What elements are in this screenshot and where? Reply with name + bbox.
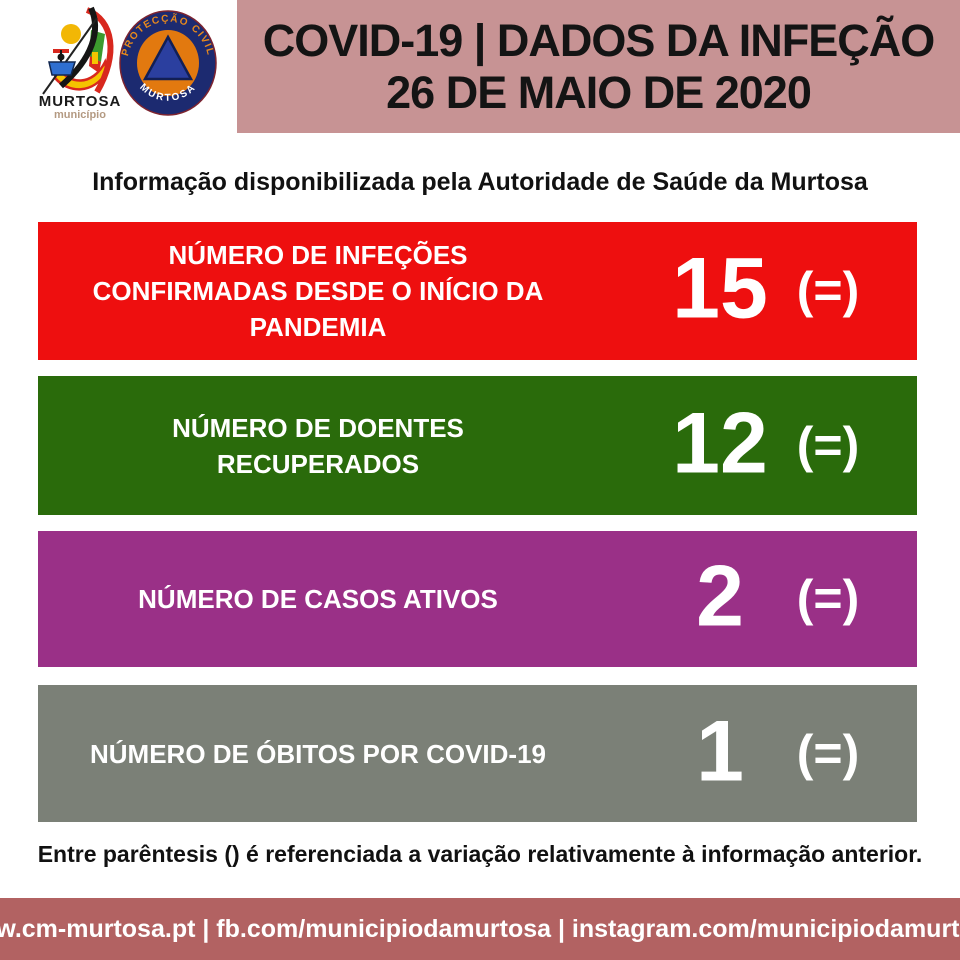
page-title-line2: 26 DE MAIO DE 2020 [386, 66, 812, 118]
footer-links-text: www.cm-murtosa.pt | fb.com/municipiodamu… [0, 914, 960, 943]
page-title-line1: COVID-19 | DADOS DA INFEÇÃO [262, 14, 935, 66]
stat-label: NÚMERO DE CASOS ATIVOS [138, 584, 498, 614]
stat-label: NÚMERO DE INFEÇÕES CONFIRMADAS DESDE O I… [92, 240, 544, 342]
moliceiro-boat-icon [42, 6, 114, 95]
variation-note: Entre parêntesis () é referenciada a var… [37, 841, 923, 867]
header-band: COVID-19 | DADOS DA INFEÇÃO 26 DE MAIO D… [237, 0, 960, 133]
stat-delta: (=) [796, 570, 860, 626]
stat-bar-active-cases: NÚMERO DE CASOS ATIVOS 2 (=) [38, 531, 917, 667]
stat-value: 1 [696, 702, 744, 799]
murtosa-logo-subword: município [54, 109, 106, 121]
murtosa-municipality-logo: MURTOSA município [32, 6, 128, 121]
stat-delta: (=) [796, 724, 860, 781]
stat-value: 12 [672, 394, 768, 491]
stat-bar-covid-deaths: NÚMERO DE ÓBITOS POR COVID-19 1 (=) [38, 685, 917, 822]
stat-delta: (=) [796, 416, 860, 473]
stat-label: NÚMERO DE ÓBITOS POR COVID-19 [89, 738, 547, 769]
stat-delta: (=) [796, 262, 860, 318]
stat-bar-confirmed-infections: NÚMERO DE INFEÇÕES CONFIRMADAS DESDE O I… [38, 222, 917, 360]
stat-label: NÚMERO DE DOENTES RECUPERADOS [172, 412, 464, 479]
subtitle: Informação disponibilizada pela Autorida… [92, 168, 868, 196]
civil-protection-badge-icon: PROTECÇÃO CIVIL MURTOSA [119, 10, 217, 116]
stat-bar-recovered-patients: NÚMERO DE DOENTES RECUPERADOS 12 (=) [38, 376, 917, 515]
civil-protection-logo: PROTECÇÃO CIVIL MURTOSA [118, 8, 218, 120]
stat-value: 2 [696, 548, 744, 645]
footer-band: www.cm-murtosa.pt | fb.com/municipiodamu… [0, 898, 960, 960]
murtosa-logo-wordmark: MURTOSA [38, 93, 122, 110]
stat-value: 15 [672, 240, 768, 337]
